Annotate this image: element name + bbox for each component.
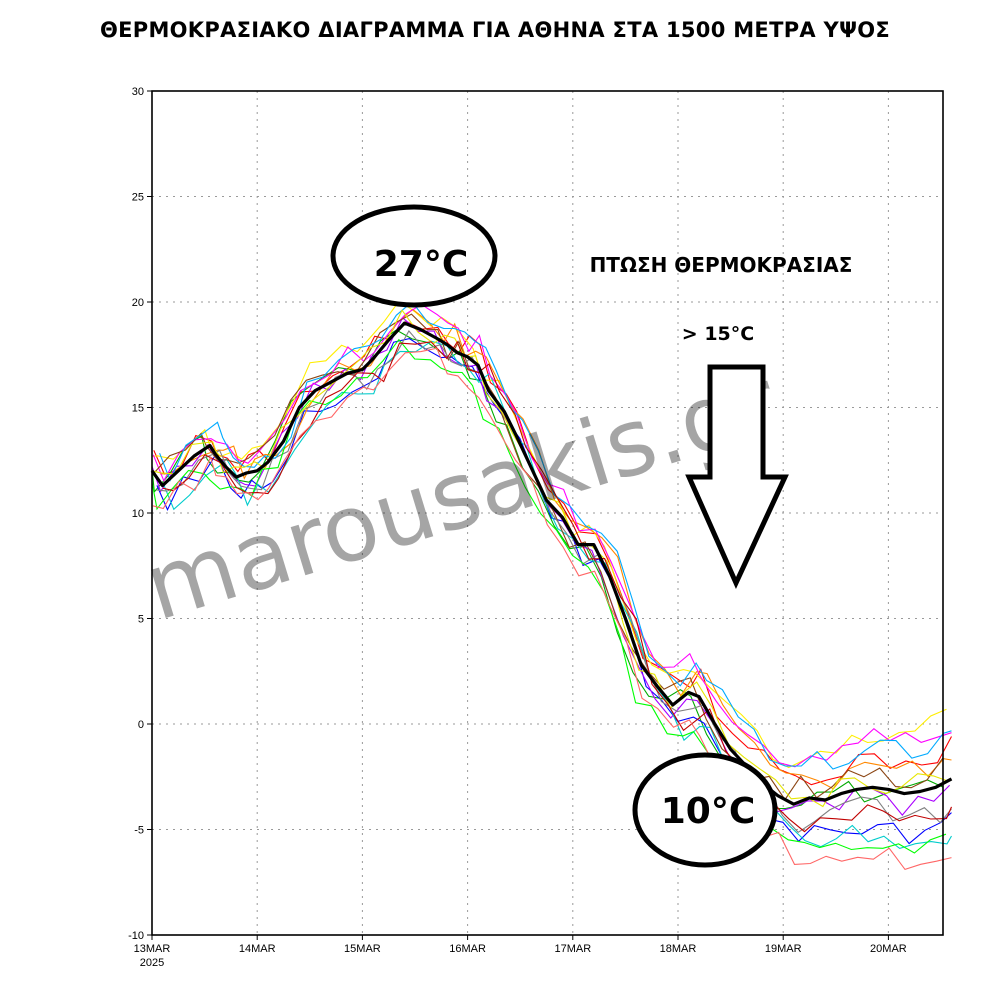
y-tick-label: 25 — [132, 192, 144, 204]
drop-title-label: ΠΤΩΣΗ ΘΕΡΜΟΚΡΑΣΙΑΣ — [590, 253, 853, 277]
x-tick-label: 17MAR — [554, 943, 591, 955]
x-tick-label: 14MAR — [239, 943, 276, 955]
y-tick-label: 10 — [132, 508, 144, 520]
x-axis: 13MAR 14MAR 15MAR 16MAR 17MAR 18MAR 19MAR 20MAR… — [134, 935, 907, 969]
y-tick-label: -5 — [134, 825, 144, 837]
y-tick-label: 15 — [132, 403, 144, 415]
y-tick-label: 20 — [132, 297, 144, 309]
ensemble-member-line — [151, 309, 950, 808]
ensemble-member-line — [162, 340, 952, 850]
ensemble-member-line — [160, 308, 952, 790]
x-tick-year-label: 2025 — [140, 957, 164, 969]
ensemble-member-line — [152, 347, 952, 871]
peak-callout-ellipse — [330, 204, 498, 308]
drop-amount-label: > 15°C — [682, 323, 754, 345]
x-tick-label: 15MAR — [344, 943, 381, 955]
ensemble-member-line — [153, 320, 952, 786]
y-tick-label: 5 — [138, 614, 144, 626]
ensemble-mean-series — [150, 321, 953, 806]
ensemble-member-line — [151, 313, 944, 801]
low-callout-ellipse — [632, 752, 778, 868]
x-tick-label: 18MAR — [660, 943, 697, 955]
down-arrow-icon — [685, 364, 789, 590]
peak-temperature-label: 27°C — [374, 244, 469, 285]
ensemble-member-line — [151, 338, 947, 854]
ensemble-members — [151, 299, 953, 871]
ensemble-member-line — [152, 303, 952, 768]
ensemble-mean-line — [150, 321, 953, 806]
x-tick-label: 19MAR — [765, 943, 802, 955]
x-tick-label: 20MAR — [870, 943, 907, 955]
y-axis: 30 25 20 15 10 5 0 -5 -10 — [128, 86, 152, 942]
y-tick-label: 30 — [132, 86, 144, 98]
y-tick-label: -10 — [128, 930, 144, 942]
watermark-text: marousakis.gr — [133, 348, 789, 641]
y-tick-label: 0 — [138, 719, 144, 731]
chart-title: ΘΕΡΜΟΚΡΑΣΙΑΚΟ ΔΙΑΓΡΑΜΜΑ ΓΙΑ ΑΘΗΝΑ ΣΤΑ 15… — [99, 18, 891, 42]
ensemble-member-line — [162, 340, 953, 833]
x-tick-label: 13MAR — [134, 943, 171, 955]
low-temperature-label: 10°C — [661, 791, 756, 832]
ensemble-member-line — [156, 338, 952, 845]
x-tick-label: 16MAR — [449, 943, 486, 955]
ensemble-member-line — [159, 301, 952, 770]
